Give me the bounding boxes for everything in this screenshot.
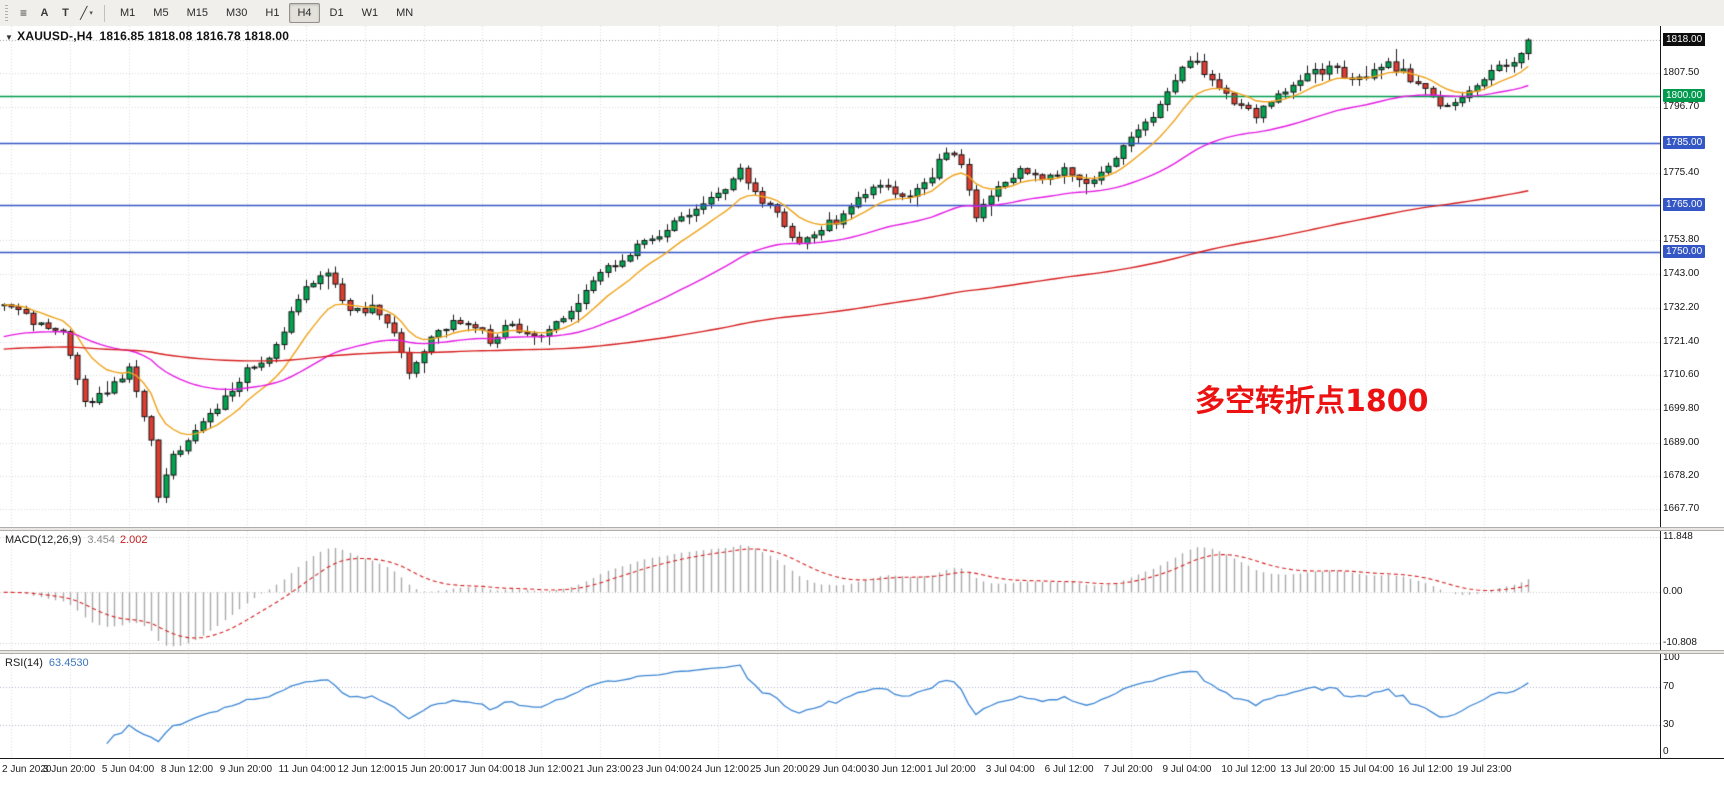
time-axis[interactable]: 2 Jun 2020 3 Jun 20:00 5 Jun 04:00 8 Jun 12… (0, 758, 1724, 791)
time-axis-label: 6 Jul 12:00 (1044, 764, 1094, 775)
time-axis-label: 23 Jun 04:00 (632, 764, 691, 775)
time-axis-label: 18 Jun 12:00 (514, 764, 573, 775)
trendline-icon: ╱ (80, 6, 88, 20)
rsi-canvas[interactable] (0, 654, 1660, 758)
time-axis-label: 12 Jun 12:00 (337, 764, 396, 775)
rsi-axis-label: 70 (1663, 680, 1675, 692)
timeframe-toolbar: M1 M5 M15 M30 H1 H4 D1 W1 MN (112, 3, 423, 23)
time-axis-label: 15 Jun 20:00 (396, 764, 455, 775)
toolbar: ≡ A T ╱ ▾ M1 M5 M15 M30 H1 H4 D1 W1 MN (0, 0, 1724, 27)
macd-main-value: 3.454 (87, 534, 115, 546)
window-layout-icon[interactable]: ≡ (13, 3, 34, 23)
toolbar-grip[interactable] (5, 5, 8, 21)
chart-title: ▼ XAUUSD-,H4 1816.85 1818.08 1816.78 1818.… (5, 29, 289, 43)
macd-axis-label: 0.00 (1663, 586, 1683, 598)
macd-axis-label: 11.848 (1663, 531, 1693, 543)
macd-axis-label: -10.808 (1663, 636, 1697, 648)
cursor-tool-button[interactable]: A (34, 3, 55, 23)
macd-name: MACD(12,26,9) (5, 534, 82, 546)
rsi-panel: RSI(14) 63.4530 (0, 654, 1724, 758)
price-axis[interactable]: 1818.00 1807.50 1800.00 1796.70 1785.00 1775.… (1660, 26, 1724, 758)
timeframe-button-m5[interactable]: M5 (145, 3, 176, 23)
timeframe-button-h4[interactable]: H4 (289, 3, 320, 23)
toolbar-separator (104, 4, 105, 22)
time-axis-label: 7 Jul 20:00 (1103, 764, 1153, 775)
price-level-badge: 1750.00 (1663, 245, 1706, 259)
current-price-badge: 1818.00 (1663, 33, 1706, 47)
panel-separator[interactable] (0, 650, 1724, 654)
time-axis-label: 9 Jul 04:00 (1162, 764, 1212, 775)
price-axis-label: 1807.50 (1663, 66, 1700, 78)
time-axis-label: 8 Jun 12:00 (160, 764, 214, 775)
trendline-tool-button[interactable]: ╱ ▾ (76, 3, 97, 23)
text-tool-button[interactable]: T (55, 3, 76, 23)
panel-separator[interactable] (0, 527, 1724, 531)
macd-canvas[interactable] (0, 531, 1660, 650)
chevron-down-icon: ▾ (89, 10, 93, 17)
time-axis-label: 5 Jun 04:00 (101, 764, 155, 775)
annotation-text: 多空转折点1800 (1195, 384, 1429, 419)
time-axis-label: 3 Jun 20:00 (42, 764, 96, 775)
price-level-badge: 1785.00 (1663, 136, 1706, 150)
rsi-value: 63.4530 (48, 657, 89, 669)
price-axis-label: 1721.40 (1663, 335, 1700, 347)
rsi-name: RSI(14) (5, 657, 43, 669)
price-axis-label: 1743.00 (1663, 268, 1700, 280)
time-axis-label: 13 Jul 20:00 (1280, 764, 1335, 775)
time-axis-label: 24 Jun 12:00 (691, 764, 749, 775)
timeframe-button-m30[interactable]: M30 (218, 3, 255, 23)
main-chart-panel: ▼ XAUUSD-,H4 1816.85 1818.08 1816.78 1818.… (0, 26, 1724, 527)
rsi-axis-label: 100 (1663, 652, 1680, 663)
price-level-badge: 1765.00 (1663, 198, 1706, 212)
time-axis-label: 19 Jul 23:00 (1457, 764, 1512, 775)
rsi-label: RSI(14) 63.4530 (5, 657, 89, 669)
price-axis-label: 1689.00 (1663, 436, 1700, 448)
price-axis-label: 1699.80 (1663, 403, 1700, 414)
timeframe-button-m1[interactable]: M1 (112, 3, 143, 23)
time-axis-label: 30 Jun 12:00 (867, 764, 926, 775)
time-axis-label: 11 Jun 04:00 (278, 764, 336, 775)
time-axis-label: 15 Jul 04:00 (1339, 764, 1394, 775)
timeframe-button-m15[interactable]: M15 (179, 3, 216, 23)
timeframe-button-mn[interactable]: MN (388, 3, 421, 23)
macd-panel: MACD(12,26,9) 3.454 2.002 (0, 531, 1724, 650)
price-chart-canvas[interactable] (0, 26, 1660, 527)
collapse-icon[interactable]: ▼ (5, 33, 14, 42)
time-axis-label: 3 Jul 04:00 (985, 764, 1035, 775)
timeframe-button-d1[interactable]: D1 (322, 3, 352, 23)
time-axis-label: 2 Jun 2020 (2, 764, 52, 775)
price-axis-label: 1667.70 (1663, 503, 1700, 515)
time-axis-label: 1 Jul 20:00 (926, 764, 976, 775)
price-axis-label: 1775.40 (1663, 167, 1700, 179)
price-axis-label: 1732.20 (1663, 301, 1700, 313)
time-axis-label: 10 Jul 12:00 (1221, 764, 1276, 775)
macd-signal-value: 2.002 (119, 534, 148, 546)
price-axis-label: 1710.60 (1663, 369, 1700, 381)
time-axis-label: 9 Jun 20:00 (219, 764, 272, 775)
price-axis-label: 1678.20 (1663, 470, 1700, 482)
price-level-badge: 1800.00 (1663, 89, 1706, 103)
symbol-timeframe-label: XAUUSD-,H4 (17, 29, 93, 43)
rsi-axis-label: 30 (1663, 718, 1675, 730)
price-axis-label: 1796.70 (1663, 100, 1700, 112)
ohlc-values: 1816.85 1818.08 1816.78 1818.00 (99, 29, 290, 43)
time-axis-label: 21 Jun 23:00 (573, 764, 632, 775)
timeframe-button-w1[interactable]: W1 (354, 3, 387, 23)
time-axis-label: 29 Jun 04:00 (808, 764, 867, 775)
time-axis-label: 25 Jun 20:00 (750, 764, 808, 775)
time-axis-label: 17 Jun 04:00 (455, 764, 514, 775)
timeframe-button-h1[interactable]: H1 (257, 3, 287, 23)
time-axis-label: 16 Jul 12:00 (1398, 764, 1453, 775)
price-axis-label: 1753.80 (1663, 234, 1700, 246)
macd-label: MACD(12,26,9) 3.454 2.002 (5, 534, 147, 546)
rsi-axis-label: 0 (1663, 746, 1669, 757)
